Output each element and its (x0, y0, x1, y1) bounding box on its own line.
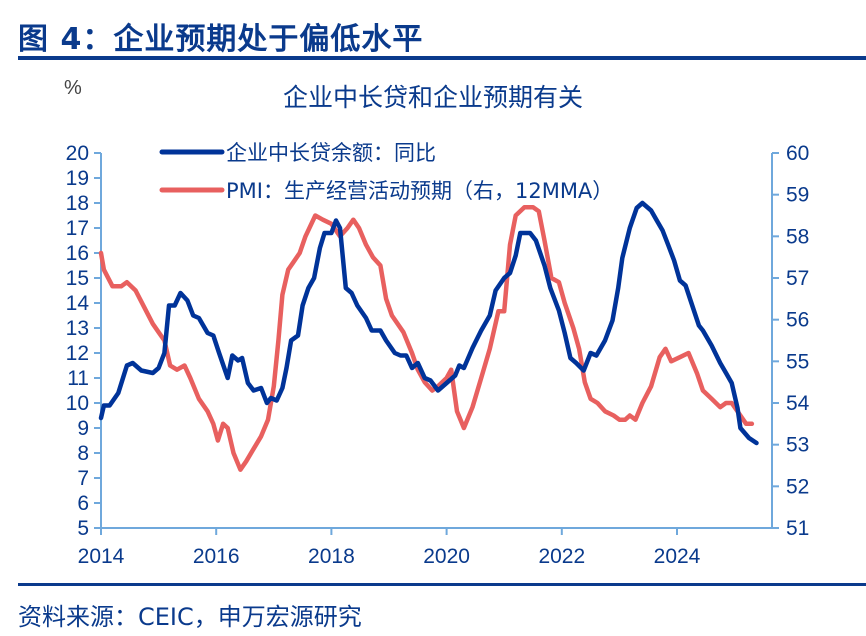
series-lines (98, 200, 759, 472)
x-tick-label: 2014 (78, 545, 125, 568)
source-note: 资料来源：CEIC，申万宏源研究 (18, 603, 362, 631)
left-tick-label: 8 (77, 442, 89, 465)
left-tick-label: 10 (66, 392, 89, 415)
x-tick-label: 2016 (193, 545, 240, 568)
right-tick-label: 54 (786, 392, 810, 415)
right-tick-label: 60 (786, 142, 809, 165)
series-line-loan (98, 200, 759, 446)
x-tick-label: 2018 (308, 545, 355, 568)
x-tick-label: 2022 (538, 545, 585, 568)
right-tick-label: 52 (786, 475, 809, 498)
title-rule (18, 56, 866, 60)
left-tick-label: 9 (77, 417, 89, 440)
left-tick-label: 12 (66, 342, 89, 365)
right-tick-label: 57 (786, 267, 809, 290)
left-tick-label: 20 (66, 142, 89, 165)
series-line-pmi (98, 204, 755, 472)
left-tick-label: 5 (77, 517, 89, 540)
right-tick-label: 56 (786, 309, 809, 332)
line-chart: % 企业中长贷和企业预期有关 2019181716151413121110987… (64, 77, 810, 568)
left-tick-label: 19 (66, 167, 89, 190)
source-rule (18, 583, 866, 586)
legend-label-loan: 企业中长贷余额：同比 (226, 141, 436, 165)
legend-label-pmi: PMI：生产经营活动预期（右，12MMA） (226, 179, 613, 203)
left-tick-label: 11 (67, 367, 89, 390)
x-tick-label: 2024 (654, 545, 701, 568)
left-tick-label: 7 (77, 467, 89, 490)
left-tick-label: 13 (66, 317, 89, 340)
x-tick-label: 2020 (423, 545, 470, 568)
legend: 企业中长贷余额：同比 PMI：生产经营活动预期（右，12MMA） (159, 141, 613, 203)
right-tick-label: 53 (786, 434, 809, 457)
left-tick-label: 17 (66, 217, 89, 240)
left-tick-label: 15 (66, 267, 89, 290)
left-tick-label: 18 (66, 192, 89, 215)
left-tick-label: 14 (66, 292, 90, 315)
right-tick-label: 51 (786, 517, 809, 540)
right-tick-label: 55 (786, 350, 809, 373)
left-axis-unit: % (64, 77, 82, 99)
left-tick-label: 6 (77, 492, 89, 515)
right-tick-label: 59 (786, 184, 809, 207)
figure-title: 图 4：企业预期处于偏低水平 (18, 22, 424, 57)
chart-title: 企业中长贷和企业预期有关 (283, 83, 583, 112)
right-tick-label: 58 (786, 225, 809, 248)
left-tick-label: 16 (66, 242, 89, 265)
